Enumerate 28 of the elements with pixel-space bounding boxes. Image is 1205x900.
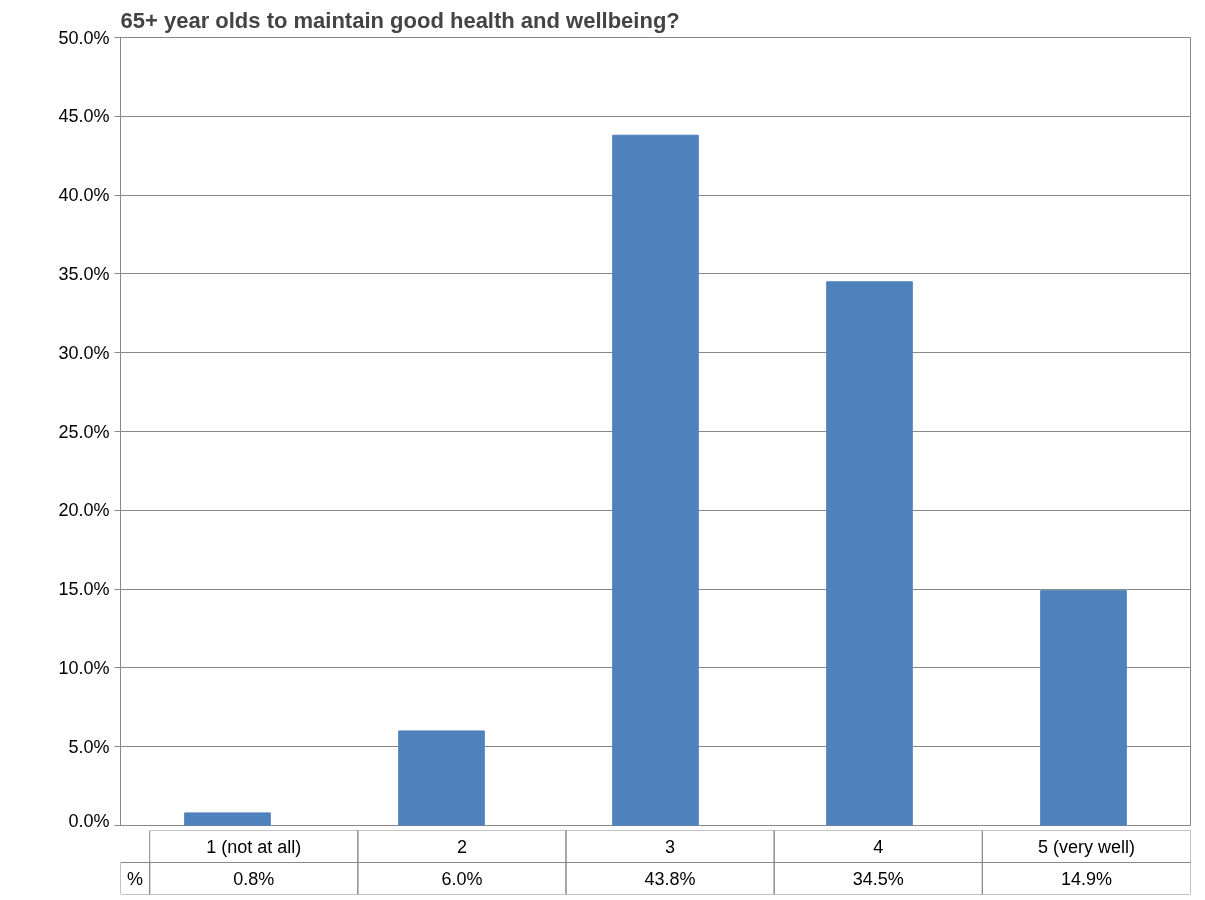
bar [826,281,913,826]
data-label: 34.5% [852,868,904,889]
y-tick-label: 35.0% [58,263,110,284]
x-tick-label: 2 [456,837,467,857]
bar [612,134,699,826]
x-tick-label: 1 (not at all) [206,836,302,857]
text: % [127,868,144,889]
y-tick-label: 15.0% [58,579,110,600]
bar [1040,590,1127,826]
data-label: 14.9% [1060,868,1112,889]
bar [398,730,485,826]
chart-title: 65+ year olds to maintain good health and wellbeing? [120,7,680,33]
y-tick-label: 40.0% [58,185,110,206]
y-tick-label: 45.0% [58,106,110,127]
x-tick-label: 5 (very well) [1037,836,1135,857]
y-tick-label: 5.0% [68,736,110,757]
y-tick-label: 25.0% [58,421,110,442]
bar [184,812,271,826]
y-tick-label: 10.0% [58,657,110,678]
x-tick-label: 4 [873,837,884,857]
y-tick-label: 30.0% [58,342,110,363]
data-label: 6.0% [441,868,483,889]
y-tick-label: 50.0% [58,27,110,48]
x-tick-label: 3 [665,837,676,857]
data-label: 43.8% [644,868,696,889]
data-label: 0.8% [233,868,275,889]
y-tick-label: 20.0% [58,500,110,521]
y-tick-label: 0.0% [68,810,110,831]
